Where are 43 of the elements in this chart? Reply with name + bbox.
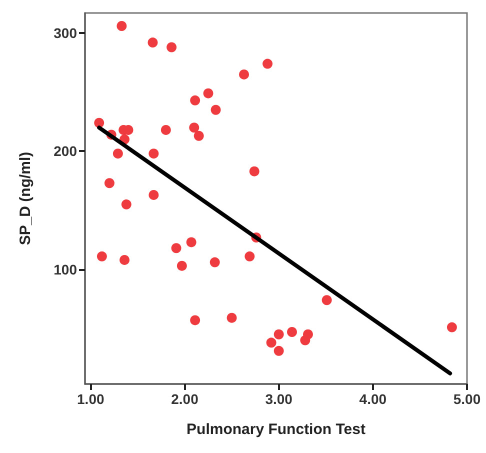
point — [203, 88, 214, 98]
point — [210, 257, 220, 268]
x-tick-label: 4.00 — [359, 391, 387, 407]
point — [116, 21, 127, 31]
point — [104, 178, 114, 188]
x-tick-label: 1.00 — [77, 391, 104, 407]
point — [226, 312, 237, 323]
point — [176, 260, 187, 271]
point — [274, 346, 284, 356]
point — [148, 148, 159, 159]
point — [112, 148, 123, 159]
x-tick-label: 5.00 — [453, 391, 481, 407]
point — [266, 338, 276, 348]
x-tick-label: 2.00 — [171, 391, 199, 407]
x-tick-label: 3.00 — [265, 391, 293, 407]
y-tick-label: 100 — [54, 261, 78, 278]
point — [190, 315, 200, 326]
point — [189, 122, 200, 133]
point — [166, 42, 177, 52]
point — [120, 254, 130, 265]
point — [148, 38, 158, 48]
x-axis-title: Pulmonary Function Test — [186, 421, 366, 438]
point — [194, 130, 204, 141]
point — [160, 124, 171, 135]
point — [244, 251, 255, 262]
point — [171, 243, 182, 254]
point — [262, 58, 273, 69]
point — [210, 104, 221, 115]
point — [249, 166, 260, 176]
point — [287, 327, 297, 338]
point — [121, 199, 132, 210]
point — [148, 190, 159, 200]
y-axis-title: SP_D (ng/ml) — [17, 152, 34, 246]
point — [446, 322, 457, 332]
point — [239, 69, 250, 80]
point — [300, 335, 310, 346]
point — [190, 95, 200, 106]
y-tick-label: 300 — [54, 25, 78, 42]
y-tick-label: 200 — [54, 143, 78, 160]
point — [322, 295, 332, 306]
point — [186, 237, 196, 248]
point — [96, 251, 107, 262]
point — [274, 329, 284, 340]
